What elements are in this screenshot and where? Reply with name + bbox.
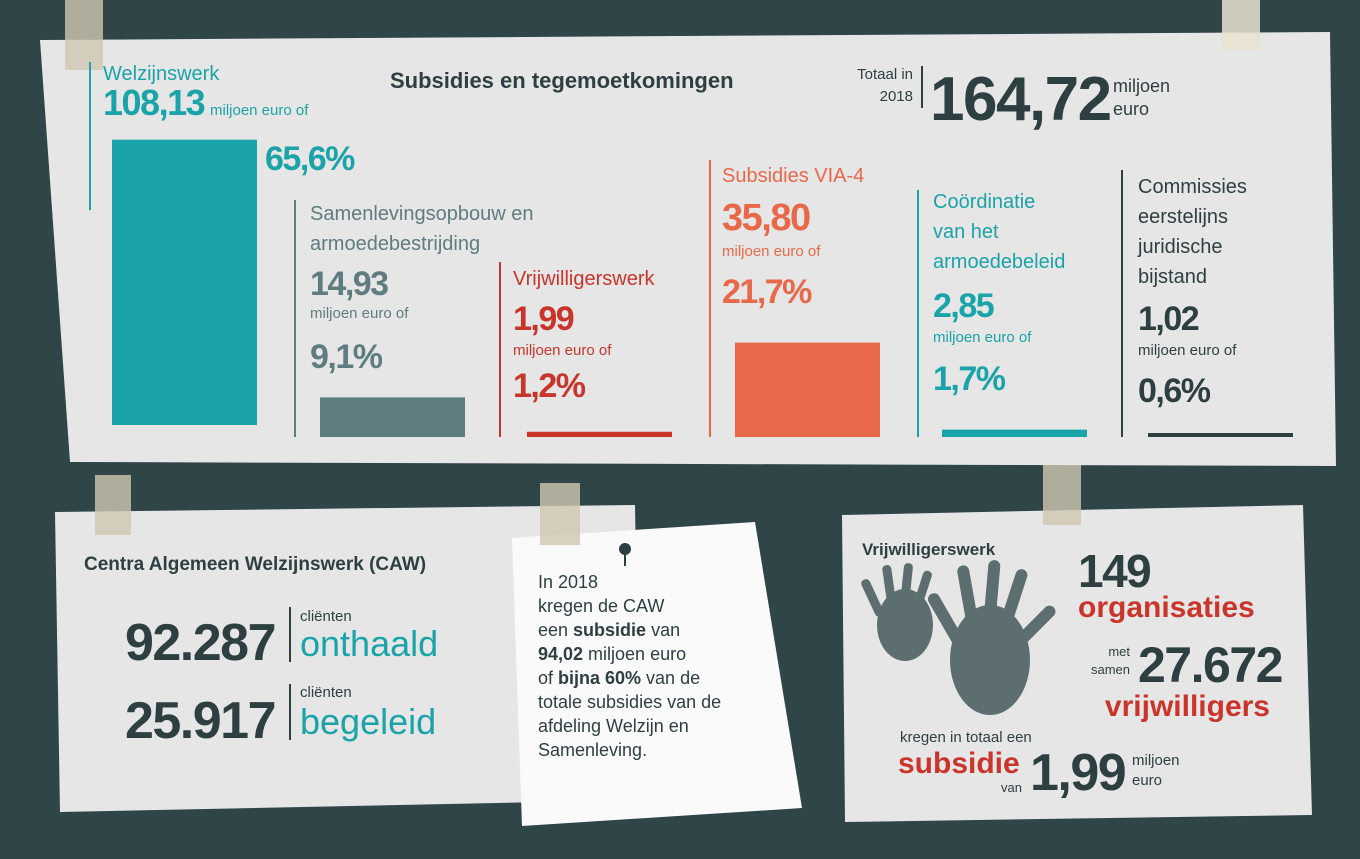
- item-name: bijstand: [1138, 266, 1207, 288]
- infographic: Subsidies en tegemoetkomingen Totaal in …: [0, 0, 1360, 854]
- note-segment: afdeling Welzijn en: [538, 716, 689, 736]
- item-amount: 2,85: [933, 287, 994, 325]
- title: Subsidies en tegemoetkomingen: [390, 68, 734, 93]
- item-name: Samenlevingsopbouw en: [310, 203, 534, 225]
- bar: [735, 343, 880, 437]
- stat-big: onthaald: [300, 623, 438, 664]
- total-label: 2018: [880, 88, 913, 105]
- note-segment: van de: [641, 668, 700, 688]
- note-line: of bijna 60% van de: [538, 668, 700, 688]
- item-share: 0,6%: [1138, 372, 1211, 410]
- of: van: [1001, 780, 1022, 795]
- item-amount: 1,99: [513, 300, 574, 338]
- pin: [619, 543, 631, 555]
- count-label: vrijwilligers: [1105, 690, 1270, 723]
- note-line: In 2018: [538, 572, 598, 592]
- note-segment: of: [538, 668, 558, 688]
- note-line: 94,02 miljoen euro: [538, 644, 686, 664]
- orgs: 149: [1078, 545, 1150, 597]
- note-segment: van: [646, 620, 680, 640]
- item-unit: miljoen euro of: [933, 329, 1032, 346]
- item-share: 1,2%: [513, 367, 586, 405]
- note-segment: miljoen euro: [583, 644, 686, 664]
- note-line: een subsidie van: [538, 620, 680, 640]
- item-unit: miljoen euro of: [210, 102, 309, 119]
- item-unit: miljoen euro of: [513, 342, 612, 359]
- caw-title: Centra Algemeen Welzijnswerk (CAW): [84, 554, 426, 575]
- tape: [540, 483, 580, 545]
- tape: [95, 475, 131, 535]
- item-name: Coördinatie: [933, 191, 1035, 213]
- note-segment: totale subsidies van de: [538, 692, 721, 712]
- stat-big: begeleid: [300, 701, 436, 742]
- stat-number: 25.917: [125, 692, 275, 750]
- item-unit: miljoen euro of: [1138, 342, 1237, 359]
- vol-title: Vrijwilligerswerk: [862, 540, 996, 559]
- item-unit: miljoen euro of: [310, 305, 409, 322]
- item-name: Vrijwilligerswerk: [513, 268, 655, 290]
- item-share: 65,6%: [265, 140, 355, 178]
- item-unit: miljoen euro of: [722, 243, 821, 260]
- tape: [1222, 0, 1260, 50]
- item-amount: 35,80: [722, 197, 810, 239]
- count: 27.672: [1138, 637, 1282, 693]
- with: samen: [1091, 662, 1130, 677]
- total-amount: 164,72: [930, 65, 1111, 134]
- total-unit: miljoen: [1113, 76, 1170, 96]
- note-segment: subsidie: [573, 620, 646, 640]
- bar: [320, 397, 465, 437]
- subsidy: subsidie: [898, 747, 1020, 780]
- total-label: Totaal in: [857, 66, 913, 83]
- item-name: van het: [933, 221, 999, 243]
- note-line: afdeling Welzijn en: [538, 716, 689, 736]
- tape: [1043, 465, 1081, 525]
- with: met: [1108, 644, 1130, 659]
- total-unit: euro: [1113, 99, 1149, 119]
- stat-small: cliënten: [300, 684, 352, 701]
- item-share: 21,7%: [722, 273, 812, 311]
- bar: [112, 140, 257, 425]
- bar: [942, 430, 1087, 437]
- received: kregen in totaal een: [900, 729, 1032, 746]
- item-amount: 108,13: [103, 82, 205, 123]
- stat-number: 92.287: [125, 614, 275, 672]
- item-amount: 14,93: [310, 265, 388, 303]
- note-segment: Samenleving.: [538, 740, 647, 760]
- item-name: juridische: [1137, 236, 1222, 258]
- item-name: armoedebeleid: [933, 251, 1065, 273]
- item-name: Subsidies VIA-4: [722, 165, 864, 187]
- tape: [65, 0, 103, 70]
- note-segment: 94,02: [538, 644, 583, 664]
- note-segment: kregen de CAW: [538, 596, 664, 616]
- bar: [527, 432, 672, 437]
- item-name: armoedebestrijding: [310, 233, 480, 255]
- note-line: kregen de CAW: [538, 596, 664, 616]
- note-segment: een: [538, 620, 573, 640]
- item-name: eerstelijns: [1138, 206, 1228, 228]
- bar: [1148, 433, 1293, 437]
- orgs-label: organisaties: [1078, 591, 1255, 624]
- note-segment: In 2018: [538, 572, 598, 592]
- note-line: totale subsidies van de: [538, 692, 721, 712]
- item-amount: 1,02: [1138, 300, 1199, 338]
- vol-unit: euro: [1132, 772, 1162, 789]
- item-name: Commissies: [1138, 176, 1247, 198]
- note-line: Samenleving.: [538, 740, 647, 760]
- item-share: 9,1%: [310, 338, 383, 376]
- note-segment: bijna 60%: [558, 668, 641, 688]
- vol-amount: 1,99: [1030, 744, 1125, 802]
- item-share: 1,7%: [933, 360, 1006, 398]
- vol-unit: miljoen: [1132, 752, 1180, 769]
